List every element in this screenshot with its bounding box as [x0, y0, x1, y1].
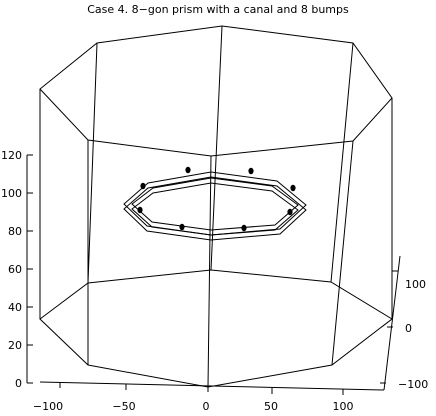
- canal-outer-top: [123, 171, 307, 236]
- prism-vertical-edge: [87, 42, 98, 284]
- x-tick-label: −100: [33, 400, 63, 413]
- canal: [123, 171, 307, 241]
- prism-vertical-edge: [207, 155, 212, 388]
- z-tick-label: 100: [1, 187, 22, 200]
- y-axis: 100 0 −100: [380, 255, 428, 391]
- prism-vertical-edge: [210, 25, 223, 271]
- z-axis: 0 20 40 60 80 100 120: [1, 149, 33, 390]
- prism-wireframe: [39, 25, 393, 388]
- y-tick-label: 0: [405, 322, 412, 335]
- y-axis-line: [383, 255, 401, 391]
- bump: [137, 206, 143, 214]
- z-tick-label: 0: [15, 377, 22, 390]
- x-tick-label: −50: [112, 400, 135, 413]
- prism-vertical-edge: [331, 140, 354, 366]
- z-tick-label: 40: [8, 301, 22, 314]
- canal-outer-bottom: [123, 176, 307, 241]
- z-tick-label: 120: [1, 149, 22, 162]
- z-tick-label: 80: [8, 225, 22, 238]
- y-tick-label: −100: [398, 378, 428, 391]
- x-axis: −100 −50 0 50 100: [33, 381, 385, 413]
- x-tick-label: 100: [333, 400, 354, 413]
- bump: [287, 208, 293, 216]
- z-tick-label: 60: [8, 263, 22, 276]
- bump: [290, 184, 296, 192]
- prism-vertical-edge: [330, 42, 354, 283]
- x-axis-line: [39, 381, 385, 391]
- bump: [185, 166, 191, 174]
- x-tick-label: 0: [203, 400, 210, 413]
- y-tick-label: 100: [405, 278, 426, 291]
- bump: [248, 167, 254, 175]
- canal-inner-bottom: [131, 182, 299, 236]
- z-tick-label: 20: [8, 339, 22, 352]
- bump: [140, 182, 146, 190]
- figure-title: Case 4. 8−gon prism with a canal and 8 b…: [87, 3, 349, 16]
- bumps: [137, 166, 296, 232]
- x-tick-label: 50: [264, 400, 278, 413]
- bump: [179, 223, 185, 231]
- bump: [241, 224, 247, 232]
- prism-top-face: [39, 25, 393, 157]
